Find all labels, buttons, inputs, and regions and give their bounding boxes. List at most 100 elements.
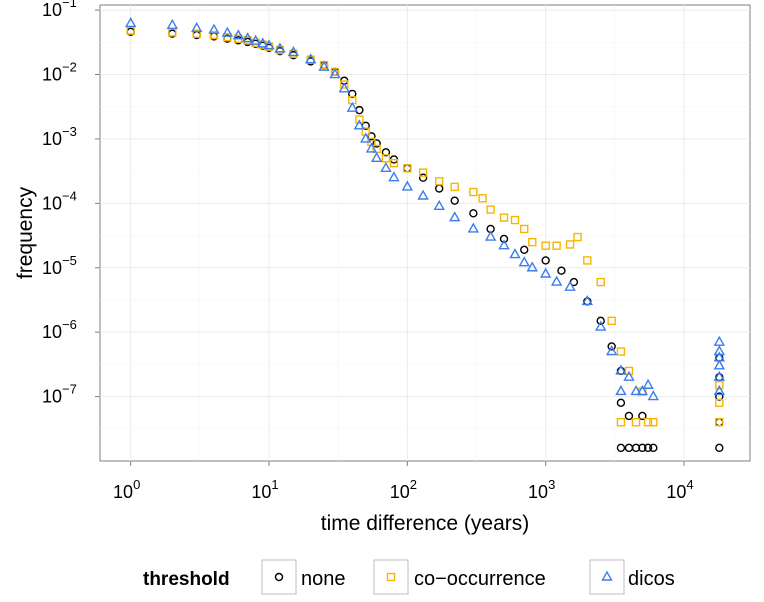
data-point (557, 266, 566, 275)
data-point (346, 101, 358, 112)
data-point (565, 240, 575, 249)
data-point (596, 277, 605, 287)
data-point (607, 316, 616, 326)
data-point (486, 205, 495, 214)
legend-key-square-icon (386, 572, 396, 582)
y-tick-label: 10−3 (42, 124, 77, 149)
legend-title: threshold (143, 569, 230, 590)
data-point (370, 151, 383, 163)
data-point (564, 280, 576, 291)
legend: threshold none co−occurrence dicos (143, 559, 675, 595)
data-point (624, 366, 634, 376)
data-point (365, 142, 378, 153)
data-point (367, 132, 376, 141)
data-point (389, 158, 399, 168)
data-point (499, 213, 509, 222)
data-point (607, 342, 616, 351)
x-tick-label: 104 (666, 477, 693, 502)
y-axis: 10−7 10−6 10−5 10−4 10−3 10−2 10−1 (42, 0, 100, 407)
data-point (715, 398, 724, 408)
data-point (715, 381, 724, 390)
legend-label: dicos (628, 568, 675, 590)
data-point (631, 418, 641, 427)
data-point (715, 392, 724, 401)
data-point (713, 370, 726, 381)
data-point (256, 37, 269, 48)
data-point (388, 171, 400, 182)
data-point (417, 189, 429, 200)
data-point (418, 173, 428, 182)
data-point (478, 194, 487, 203)
data-point (541, 256, 550, 265)
x-tick-label: 103 (528, 477, 555, 502)
data-point (581, 295, 594, 306)
data-point (338, 82, 350, 93)
data-point (287, 46, 300, 57)
data-point (573, 232, 582, 242)
data-point (509, 248, 521, 259)
data-point (223, 32, 232, 42)
data-point (450, 182, 459, 192)
data-point (605, 345, 618, 356)
data-point (713, 385, 726, 396)
data-point (552, 241, 561, 250)
data-point (380, 161, 392, 172)
data-point (348, 89, 357, 99)
data-point (166, 18, 179, 30)
data-point (467, 222, 480, 233)
legend-key-box (261, 559, 297, 595)
data-point (263, 39, 275, 50)
x-tick-label: 102 (390, 477, 417, 502)
data-point (520, 224, 529, 234)
data-point (304, 53, 317, 64)
data-point (353, 119, 366, 130)
plot-panel (99, 4, 751, 462)
data-point (715, 443, 724, 453)
y-tick-label: 10−5 (42, 253, 77, 278)
data-point (647, 390, 660, 401)
data-point (528, 237, 537, 247)
series-triangle (124, 17, 726, 401)
legend-item: dicos (589, 559, 675, 595)
data-point (624, 411, 634, 421)
data-point (360, 132, 372, 143)
legend-key-box (589, 559, 625, 595)
data-point (484, 230, 497, 241)
data-point (329, 68, 341, 79)
data-point (616, 398, 626, 408)
y-tick-label: 10−6 (42, 317, 77, 342)
data-point (643, 418, 653, 427)
data-point (550, 275, 563, 286)
data-marks (124, 17, 726, 453)
data-point (274, 42, 286, 53)
data-point (449, 211, 461, 222)
y-tick-label: 10−2 (42, 60, 77, 85)
data-point (450, 196, 459, 205)
data-point (615, 364, 627, 375)
x-axis-title: time difference (years) (321, 512, 530, 535)
data-point (401, 180, 414, 191)
data-point (498, 239, 510, 250)
legend-item: co−occurrence (373, 559, 546, 595)
data-point (638, 411, 647, 421)
y-tick-label: 10−1 (42, 0, 77, 20)
data-point (616, 418, 626, 427)
grid (100, 5, 750, 461)
data-point (713, 335, 726, 346)
data-point (433, 199, 445, 210)
y-tick-label: 10−4 (42, 188, 77, 213)
data-point (623, 370, 635, 381)
data-point (713, 345, 726, 356)
data-point (340, 80, 349, 89)
data-point (381, 148, 391, 157)
data-point (638, 443, 647, 453)
y-tick-label: 10−7 (42, 382, 77, 407)
data-point (642, 378, 654, 389)
data-point (510, 215, 520, 225)
x-tick-label: 101 (251, 477, 278, 502)
data-point (192, 29, 201, 38)
data-point (649, 418, 658, 427)
data-point (469, 187, 478, 197)
data-point (403, 164, 412, 173)
data-point (418, 168, 428, 177)
